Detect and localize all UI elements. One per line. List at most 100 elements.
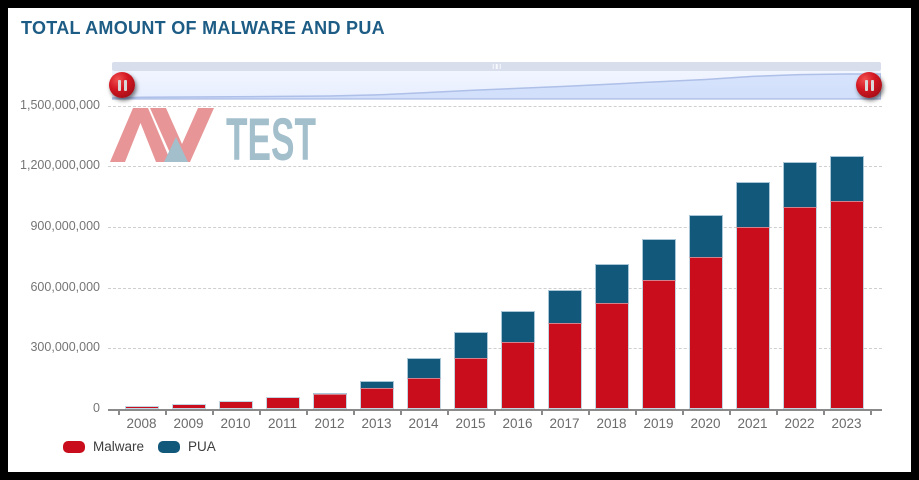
bar-segment-malware[interactable] [735,226,770,409]
bar-segment-pua[interactable] [735,182,770,227]
bar-segment-malware[interactable] [782,206,817,409]
navigator-track[interactable] [112,71,881,100]
bar-segment-pua[interactable] [594,264,629,303]
chart-title: TOTAL AMOUNT OF MALWARE AND PUA [21,18,385,38]
y-axis-tick-label: 900,000,000 [30,218,100,233]
bar-segment-malware[interactable] [312,393,347,409]
y-axis-tick-label: 0 [93,401,100,415]
bar-segment-malware[interactable] [406,377,441,409]
bar-2013[interactable] [359,380,394,409]
bar-segment-malware[interactable] [359,387,394,409]
x-axis-tick [165,410,167,415]
bar-segment-pua[interactable] [829,156,864,201]
bar-segment-pua[interactable] [688,214,723,258]
bar-segment-malware[interactable] [171,403,206,409]
legend-swatch-icon [63,440,85,453]
y-gridline [108,226,882,228]
y-gridline [108,166,882,168]
x-axis-tick [635,410,637,415]
x-axis-tick [729,410,731,415]
bar-segment-pua[interactable] [782,162,817,207]
x-axis-tick-label: 2017 [549,416,580,431]
x-axis-tick [353,410,355,415]
legend-item-pua[interactable]: PUA [158,439,216,454]
x-axis-tick-label: 2019 [643,416,674,431]
bar-segment-malware[interactable] [547,322,582,409]
bar-segment-malware[interactable] [688,257,723,409]
bar-segment-malware[interactable] [829,200,864,409]
x-axis-tick [212,410,214,415]
x-axis-tick-label: 2022 [784,416,815,431]
x-axis-tick [447,410,449,415]
legend-swatch-icon [158,440,181,453]
bar-2021[interactable] [735,182,770,409]
x-axis-tick [259,410,261,415]
legend-label: PUA [188,439,216,454]
bar-segment-malware[interactable] [594,302,629,409]
bar-segment-malware[interactable] [218,400,253,409]
bar-2020[interactable] [688,214,723,409]
bar-segment-pua[interactable] [359,380,394,388]
bar-2012[interactable] [312,392,347,409]
chart-legend: Malware PUA [63,439,216,454]
bar-segment-malware[interactable] [265,396,300,409]
bar-segment-pua[interactable] [406,358,441,378]
x-axis-tick [541,410,543,415]
bar-2023[interactable] [829,156,864,409]
x-axis-tick [682,410,684,415]
bar-2017[interactable] [547,289,582,409]
y-gridline [108,348,882,350]
avtest-logo-watermark: TEST [108,106,320,173]
x-axis-tick-label: 2011 [267,416,298,431]
bar-segment-pua[interactable] [453,332,488,359]
svg-text:TEST: TEST [226,106,316,164]
y-gridline [108,105,882,107]
navigator-left-handle-icon[interactable] [109,72,135,98]
x-axis-tick-label: 2014 [408,416,439,431]
x-axis-tick-label: 2020 [690,416,721,431]
x-axis-tick-label: 2016 [502,416,533,431]
scrollbar-grip-icon[interactable] [492,64,501,69]
x-axis-tick [870,410,872,415]
bar-2011[interactable] [265,396,300,409]
x-axis-tick-label: 2021 [737,416,768,431]
bar-segment-pua[interactable] [312,392,347,394]
bar-2015[interactable] [453,332,488,409]
bar-segment-pua[interactable] [547,289,582,323]
x-axis-tick-label: 2008 [126,416,157,431]
x-axis-tick-label: 2010 [220,416,251,431]
bar-2010[interactable] [218,400,253,409]
bar-segment-pua[interactable] [641,239,676,280]
bar-segment-malware[interactable] [124,406,159,409]
bar-segment-pua[interactable] [500,310,535,343]
y-gridline [108,287,882,289]
y-axis-tick-label: 1,200,000,000 [20,158,100,173]
bar-2008[interactable] [124,406,159,409]
x-axis-tick [494,410,496,415]
navigator-right-handle-icon[interactable] [856,72,882,98]
x-axis-tick [588,410,590,415]
x-axis-tick [400,410,402,415]
bar-2019[interactable] [641,239,676,409]
legend-item-malware[interactable]: Malware [63,439,144,454]
navigator-scrollbar[interactable] [112,62,881,71]
bar-2022[interactable] [782,162,817,409]
x-axis-tick-label: 2013 [361,416,392,431]
bar-segment-malware[interactable] [453,358,488,409]
legend-label: Malware [93,439,145,454]
bar-segment-malware[interactable] [500,342,535,409]
x-axis-tick [118,410,120,415]
bar-2018[interactable] [594,264,629,409]
x-axis-tick [776,410,778,415]
bar-2016[interactable] [500,310,535,409]
x-axis-tick-label: 2018 [596,416,627,431]
bar-2014[interactable] [406,358,441,409]
navigator-preview-area [112,73,881,99]
bar-segment-malware[interactable] [641,279,676,409]
avtest-logo-icon: TEST [110,106,316,173]
x-axis-tick-label: 2015 [455,416,486,431]
bar-2009[interactable] [171,403,206,409]
x-axis-tick [306,410,308,415]
y-axis-tick-label: 600,000,000 [30,279,100,294]
